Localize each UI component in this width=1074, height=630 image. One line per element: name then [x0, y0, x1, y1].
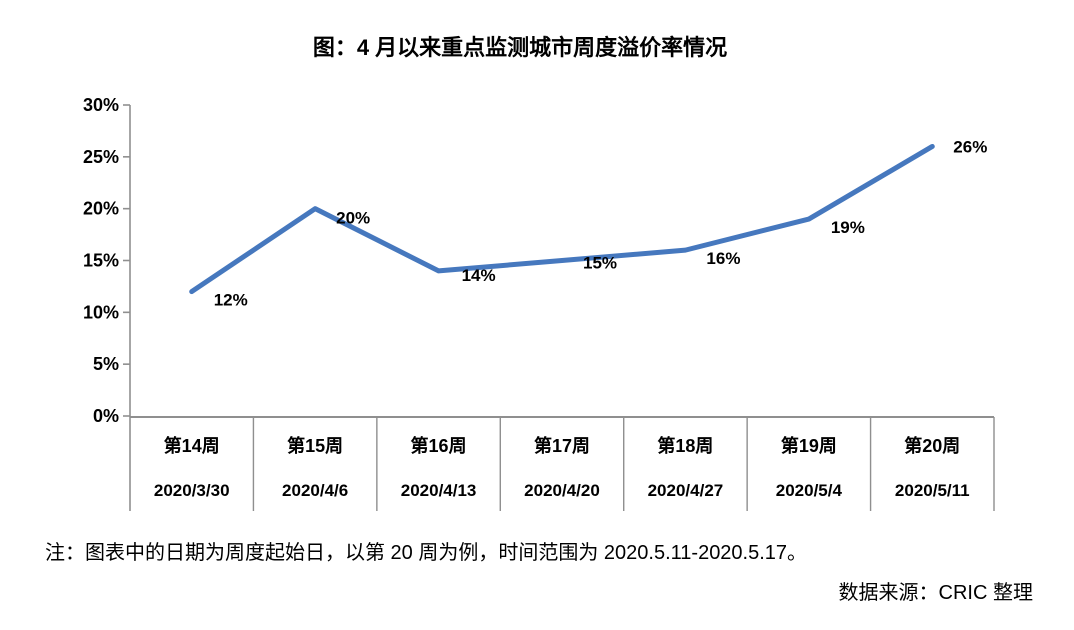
- x-date-label: 2020/4/27: [648, 481, 724, 500]
- series-line: [189, 143, 935, 295]
- data-label: 19%: [831, 218, 865, 237]
- data-label: 16%: [706, 249, 740, 268]
- data-source: 数据来源：CRIC 整理: [838, 582, 1033, 604]
- data-label: 26%: [953, 137, 987, 156]
- y-tick-label: 20%: [83, 199, 119, 219]
- data-label: 15%: [583, 254, 617, 273]
- x-date-label: 2020/4/20: [524, 481, 600, 500]
- x-date-label: 2020/5/4: [776, 481, 843, 500]
- data-label: 12%: [214, 291, 248, 310]
- y-tick-label: 5%: [93, 354, 119, 374]
- data-label: 14%: [462, 266, 496, 285]
- x-week-label: 第20周: [904, 435, 960, 456]
- y-tick-label: 10%: [83, 302, 119, 322]
- x-week-label: 第18周: [657, 435, 713, 456]
- chart-title: 图：4 月以来重点监测城市周度溢价率情况: [312, 35, 728, 60]
- y-tick-label: 30%: [83, 95, 119, 115]
- x-week-label: 第16周: [411, 435, 467, 456]
- x-week-label: 第19周: [781, 435, 837, 456]
- y-tick-label: 25%: [83, 147, 119, 167]
- data-label: 20%: [336, 209, 370, 228]
- x-date-label: 2020/3/30: [154, 481, 230, 500]
- x-week-label: 第17周: [534, 435, 590, 456]
- y-tick-label: 0%: [93, 406, 119, 426]
- x-date-label: 2020/5/11: [895, 481, 970, 500]
- footnote: 注：图表中的日期为周度起始日，以第 20 周为例，时间范围为 2020.5.11…: [45, 542, 808, 564]
- x-date-label: 2020/4/13: [401, 481, 477, 500]
- y-tick-label: 15%: [83, 251, 119, 271]
- x-date-label: 2020/4/6: [282, 481, 348, 500]
- x-week-label: 第15周: [287, 435, 343, 456]
- x-week-label: 第14周: [164, 435, 220, 456]
